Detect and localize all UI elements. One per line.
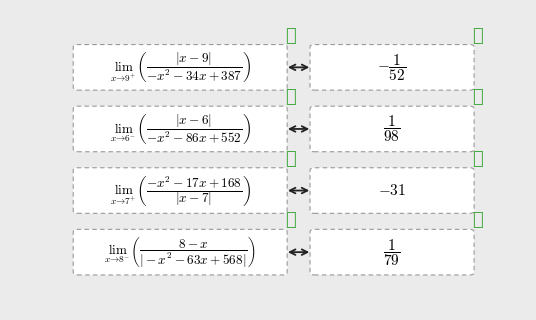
Text: ✓: ✓: [285, 211, 296, 229]
FancyBboxPatch shape: [73, 106, 287, 152]
Text: $\lim_{x \to 9^+}\left(\dfrac{|x-9|}{-x^2-34x+387}\right)$: $\lim_{x \to 9^+}\left(\dfrac{|x-9|}{-x^…: [110, 50, 251, 84]
Text: ✓: ✓: [285, 27, 296, 44]
Text: ✓: ✓: [472, 27, 483, 44]
FancyBboxPatch shape: [73, 229, 287, 275]
Text: $\dfrac{1}{79}$: $\dfrac{1}{79}$: [383, 237, 401, 268]
Text: ✓: ✓: [285, 150, 296, 168]
Text: ✓: ✓: [472, 211, 483, 229]
FancyBboxPatch shape: [310, 106, 474, 152]
Text: $\lim_{x \to 8^-}\left(\dfrac{8-x}{|-x^2-63x+568|}\right)$: $\lim_{x \to 8^-}\left(\dfrac{8-x}{|-x^2…: [105, 235, 256, 269]
Text: $\lim_{x \to 7^+}\left(\dfrac{-x^2-17x+168}{|x-7|}\right)$: $\lim_{x \to 7^+}\left(\dfrac{-x^2-17x+1…: [110, 173, 251, 208]
Text: $\dfrac{1}{98}$: $\dfrac{1}{98}$: [383, 114, 401, 144]
Text: ✓: ✓: [472, 150, 483, 168]
Text: ✓: ✓: [285, 88, 296, 106]
Text: $-\dfrac{1}{52}$: $-\dfrac{1}{52}$: [377, 52, 407, 83]
Text: $-31$: $-31$: [378, 183, 406, 198]
FancyBboxPatch shape: [310, 44, 474, 90]
FancyBboxPatch shape: [310, 168, 474, 213]
Text: ✓: ✓: [472, 88, 483, 106]
FancyBboxPatch shape: [310, 229, 474, 275]
Text: $\lim_{x \to 6^-}\left(\dfrac{|x-6|}{-x^2-86x+552}\right)$: $\lim_{x \to 6^-}\left(\dfrac{|x-6|}{-x^…: [110, 112, 251, 146]
FancyBboxPatch shape: [73, 168, 287, 213]
FancyBboxPatch shape: [73, 44, 287, 90]
